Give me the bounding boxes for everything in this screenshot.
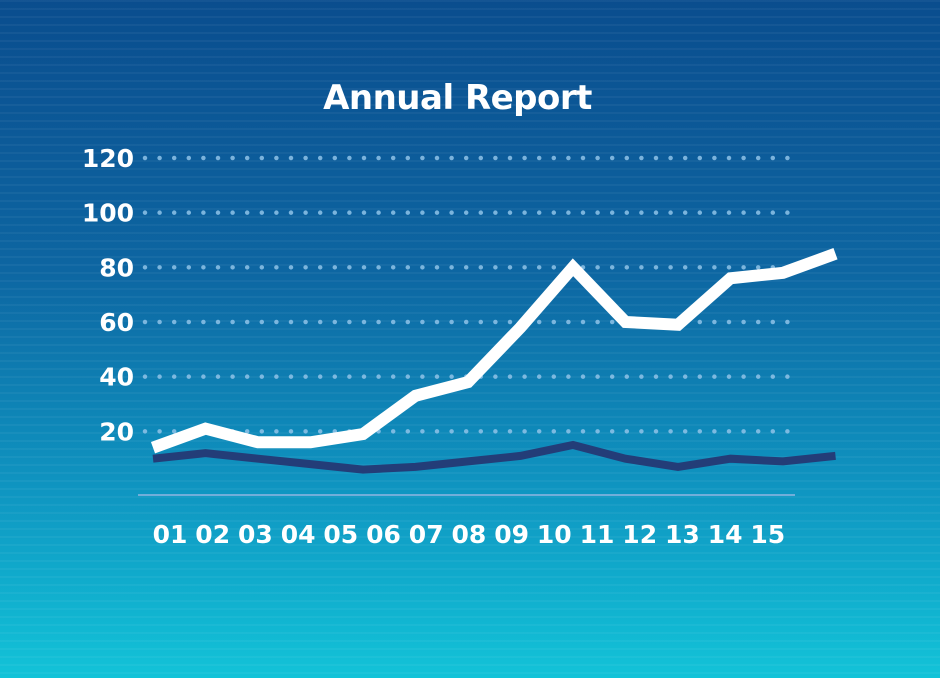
y-tick-label-40: 40	[99, 363, 134, 392]
x-tick-label-02: 02	[195, 520, 230, 549]
x-tick-label-04: 04	[281, 520, 316, 549]
x-tick-label-08: 08	[452, 520, 487, 549]
x-tick-label-03: 03	[238, 520, 273, 549]
x-tick-label-11: 11	[580, 520, 615, 549]
chart-title: Annual Report	[323, 78, 592, 118]
series-1-line	[150, 248, 838, 454]
x-tick-label-09: 09	[494, 520, 529, 549]
x-tick-label-10: 10	[537, 520, 572, 549]
x-tick-label-05: 05	[323, 520, 358, 549]
x-tick-label-01: 01	[153, 520, 188, 549]
y-tick-label-100: 100	[82, 199, 134, 228]
x-tick-label-15: 15	[750, 520, 785, 549]
x-tick-label-14: 14	[708, 520, 743, 549]
y-tick-label-80: 80	[99, 253, 134, 282]
x-tick-label-12: 12	[622, 520, 657, 549]
y-tick-label-120: 120	[82, 144, 134, 173]
y-tick-label-60: 60	[99, 308, 134, 337]
x-tick-label-07: 07	[409, 520, 444, 549]
x-tick-label-06: 06	[366, 520, 401, 549]
series-2-line	[152, 440, 836, 474]
y-tick-label-20: 20	[99, 417, 134, 446]
x-tick-label-13: 13	[665, 520, 700, 549]
